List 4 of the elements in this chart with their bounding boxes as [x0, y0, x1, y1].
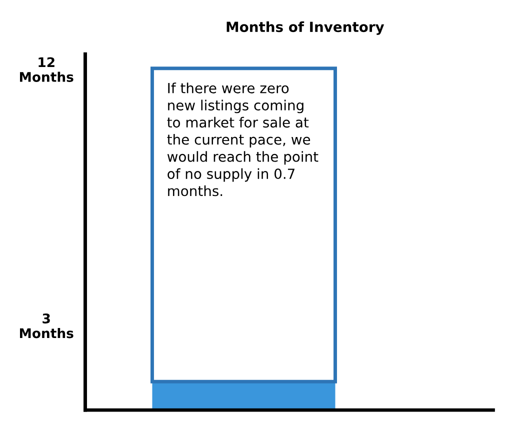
y-tick-label: 3 Months	[20, 313, 74, 338]
chart-title: Months of Inventory	[226, 21, 384, 35]
annotation: If there were zero new listings coming to market for sale at the current pace, we would reach the point of no supply in 0.7 months.	[167, 82, 318, 196]
y-tick-label: 12 Months	[20, 57, 74, 82]
